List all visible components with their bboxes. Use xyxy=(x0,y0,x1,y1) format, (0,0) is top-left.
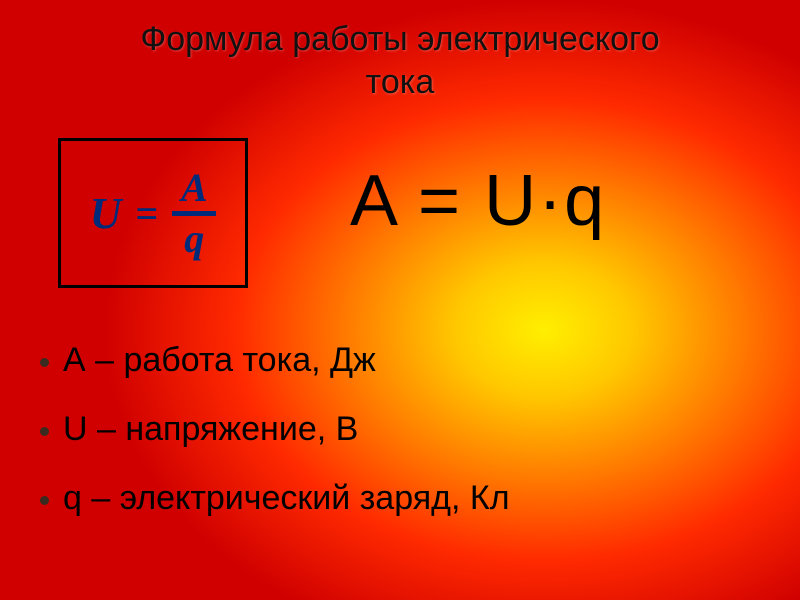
formula-denominator: q xyxy=(184,218,204,260)
formula-fraction: A q xyxy=(172,167,216,260)
slide-title: Формула работы электрического тока xyxy=(0,0,800,103)
bullet-icon xyxy=(40,496,49,505)
boxed-formula-inner: U = A q xyxy=(90,167,217,260)
boxed-formula: U = A q xyxy=(58,138,248,288)
definition-text: U – напряжение, В xyxy=(63,409,358,450)
formula-lhs: U xyxy=(90,188,122,239)
definition-item: q – электрический заряд, Кл xyxy=(40,478,510,519)
bullet-icon xyxy=(40,358,49,367)
formula-numerator: A xyxy=(181,167,208,209)
definition-text: А – работа тока, Дж xyxy=(63,340,376,381)
definitions-list: А – работа тока, Дж U – напряжение, В q … xyxy=(40,340,510,546)
bullet-icon xyxy=(40,427,49,436)
definition-item: А – работа тока, Дж xyxy=(40,340,510,381)
title-line-1: Формула работы электрического xyxy=(140,20,659,58)
formula-eq: = xyxy=(135,190,158,237)
definition-item: U – напряжение, В xyxy=(40,409,510,450)
title-line-2: тока xyxy=(366,63,435,101)
main-formula: A = U·q xyxy=(350,160,606,242)
fraction-bar xyxy=(172,211,216,216)
definition-text: q – электрический заряд, Кл xyxy=(63,478,510,519)
